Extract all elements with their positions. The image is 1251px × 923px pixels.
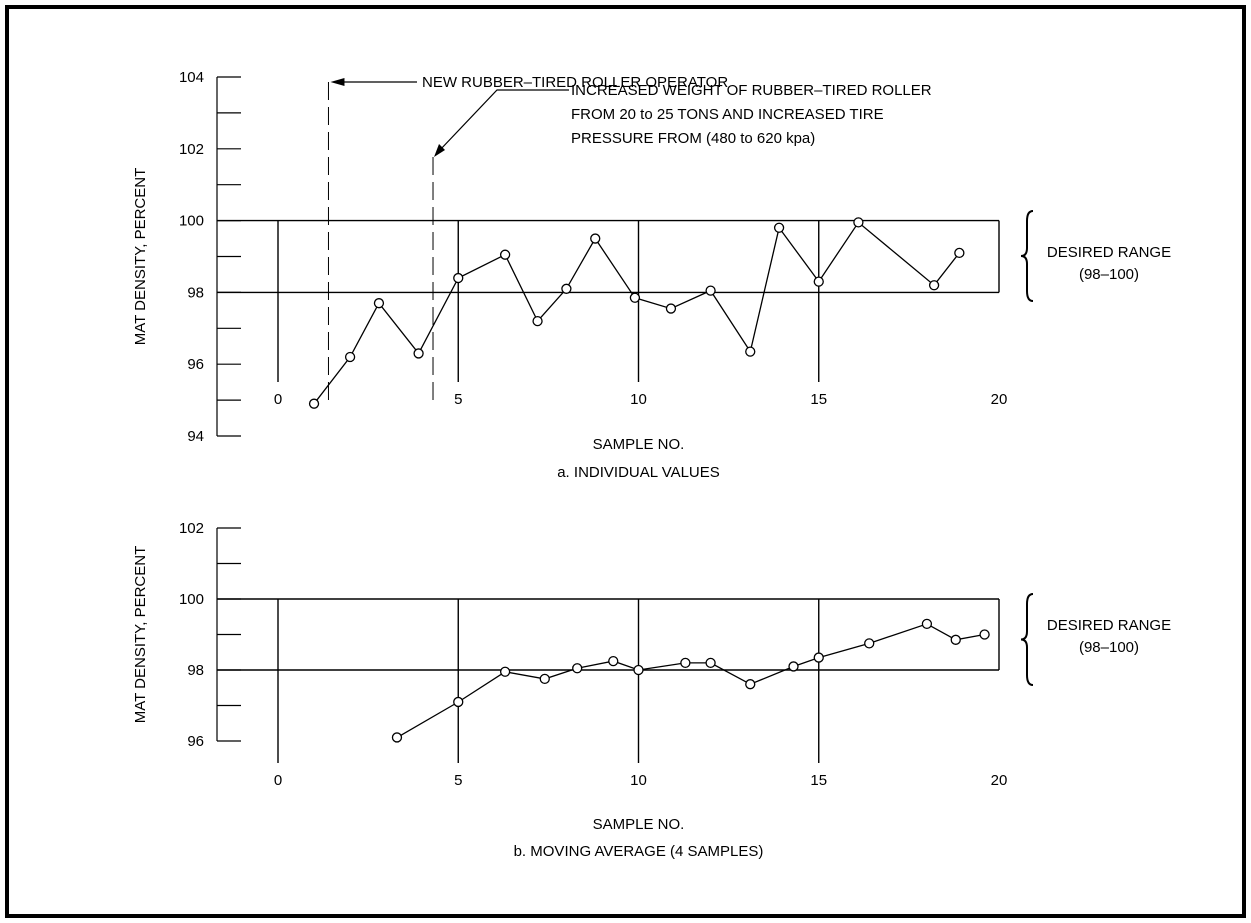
panel-a-data-point	[745, 346, 756, 357]
panel-b-range-values: (98–100)	[1079, 639, 1139, 656]
panel-b-caption: b. MOVING AVERAGE (4 SAMPLES)	[514, 843, 764, 860]
panel-b-range-brace	[1020, 593, 1034, 686]
panel-a-range-brace	[1020, 210, 1034, 302]
panel-b-data-point	[453, 696, 464, 708]
panel-a-data-point	[499, 249, 511, 260]
panel-a-y-tick-label: 98	[187, 284, 204, 301]
panel-a-y-tick-label: 100	[179, 213, 204, 230]
panel-a-data-point	[954, 247, 965, 259]
panel-b-data-point	[745, 679, 756, 690]
panel-b-data-point	[705, 657, 716, 669]
panel-a-weight-annotation-line1: INCREASED WEIGHT OF RUBBER–TIRED ROLLER	[571, 82, 932, 99]
panel-b-chart: 96 98 100 102 0 5 10 15 20 SAMPLE NO. b. MOVING AV…	[132, 520, 1171, 860]
panel-a-y-tick-label: 102	[179, 141, 204, 158]
panel-a-y-axis-label: MAT DENSITY, PERCENT	[132, 168, 149, 346]
panel-a-caption: a. INDIVIDUAL VALUES	[557, 464, 720, 481]
panel-b-data-point	[572, 663, 583, 674]
panel-b-data-point	[813, 652, 824, 663]
panel-a-weight-annotation-line2: FROM 20 to 25 TONS AND INCREASED TIRE	[571, 106, 884, 123]
panel-a-operator-arrowhead	[330, 78, 345, 86]
panel-b-range-label: DESIRED RANGE	[1047, 617, 1171, 634]
panel-a-weight-annotation-line3: PRESSURE FROM (480 to 620 kpa)	[571, 130, 815, 147]
panel-a-x-tick-label: 5	[454, 391, 462, 408]
panel-a-data-point	[413, 348, 424, 359]
panel-a-x-tick-label: 0	[274, 391, 282, 408]
panel-a-data-point	[344, 351, 356, 363]
panel-b-x-tick-label: 20	[991, 772, 1008, 789]
panel-b-y-axis-label: MAT DENSITY, PERCENT	[132, 546, 149, 724]
panel-b-x-tick-label: 10	[630, 772, 647, 789]
panel-a-y-tick-label: 96	[187, 356, 204, 373]
panel-b-data-point	[499, 666, 511, 677]
panel-a-range-label: DESIRED RANGE	[1047, 244, 1171, 261]
panel-a-x-axis-label: SAMPLE NO.	[593, 436, 685, 453]
panel-a-weight-arrow-line	[438, 89, 569, 152]
panel-a-data-point	[813, 276, 824, 287]
panel-a-operator-annotation: NEW RUBBER–TIRED ROLLER OPERATOR	[422, 74, 728, 91]
panel-a-x-tick-label: 10	[630, 391, 647, 408]
panel-b-data-point	[539, 673, 550, 685]
panel-b-data-point	[680, 657, 691, 669]
panel-b-x-axis-label: SAMPLE NO.	[593, 816, 685, 833]
panel-a-data-point	[853, 217, 864, 228]
panel-a-data-point	[308, 398, 320, 409]
panel-a-data-point	[373, 298, 385, 309]
panel-b-data-point	[979, 629, 990, 640]
panel-a-data-point	[629, 292, 641, 303]
panel-b-data-point	[864, 638, 875, 649]
panel-b-y-tick-label: 96	[187, 733, 204, 750]
panel-a-y-tick-label: 104	[179, 69, 204, 86]
panel-a-data-point	[453, 272, 464, 284]
panel-b-y-tick-label: 100	[179, 591, 204, 608]
figure-frame: 94 96 98 100 102 104 0 5 10 15 20 SAMPLE NO. a. INDI…	[5, 5, 1246, 918]
panel-a-chart: 94 96 98 100 102 104 0 5 10 15 20 SAMPLE NO. a. INDI…	[132, 69, 1171, 481]
panel-a-data-point	[705, 285, 716, 296]
panel-b-x-tick-label: 0	[274, 772, 282, 789]
panel-b-data-point	[950, 634, 961, 645]
panel-b-x-tick-label: 5	[454, 772, 462, 789]
panel-b-y-tick-label: 102	[179, 520, 204, 537]
panel-a-data-point	[590, 233, 601, 244]
panel-a-data-point	[532, 315, 543, 327]
panel-a-series-line	[313, 221, 960, 405]
panel-b-data-point	[633, 664, 644, 676]
panel-a-x-tick-label: 20	[991, 391, 1008, 408]
panel-a-data-point	[665, 303, 677, 314]
panel-b-series-line	[396, 623, 985, 739]
panel-a-x-tick-label: 15	[810, 391, 827, 408]
panel-b-y-tick-label: 98	[187, 662, 204, 679]
panel-a-weight-arrowhead	[434, 144, 446, 157]
panel-a-range-values: (98–100)	[1079, 266, 1139, 283]
panel-b-data-point	[608, 655, 619, 667]
panel-a-y-tick-label: 94	[187, 428, 204, 445]
panel-b-data-point	[391, 732, 403, 743]
panel-b-data-point	[921, 618, 933, 629]
panel-b-data-point	[788, 661, 799, 672]
panel-b-x-tick-label: 15	[810, 772, 827, 789]
panel-a-data-point	[928, 280, 940, 291]
panel-a-data-point	[773, 222, 785, 233]
panel-a-data-point	[561, 283, 572, 294]
